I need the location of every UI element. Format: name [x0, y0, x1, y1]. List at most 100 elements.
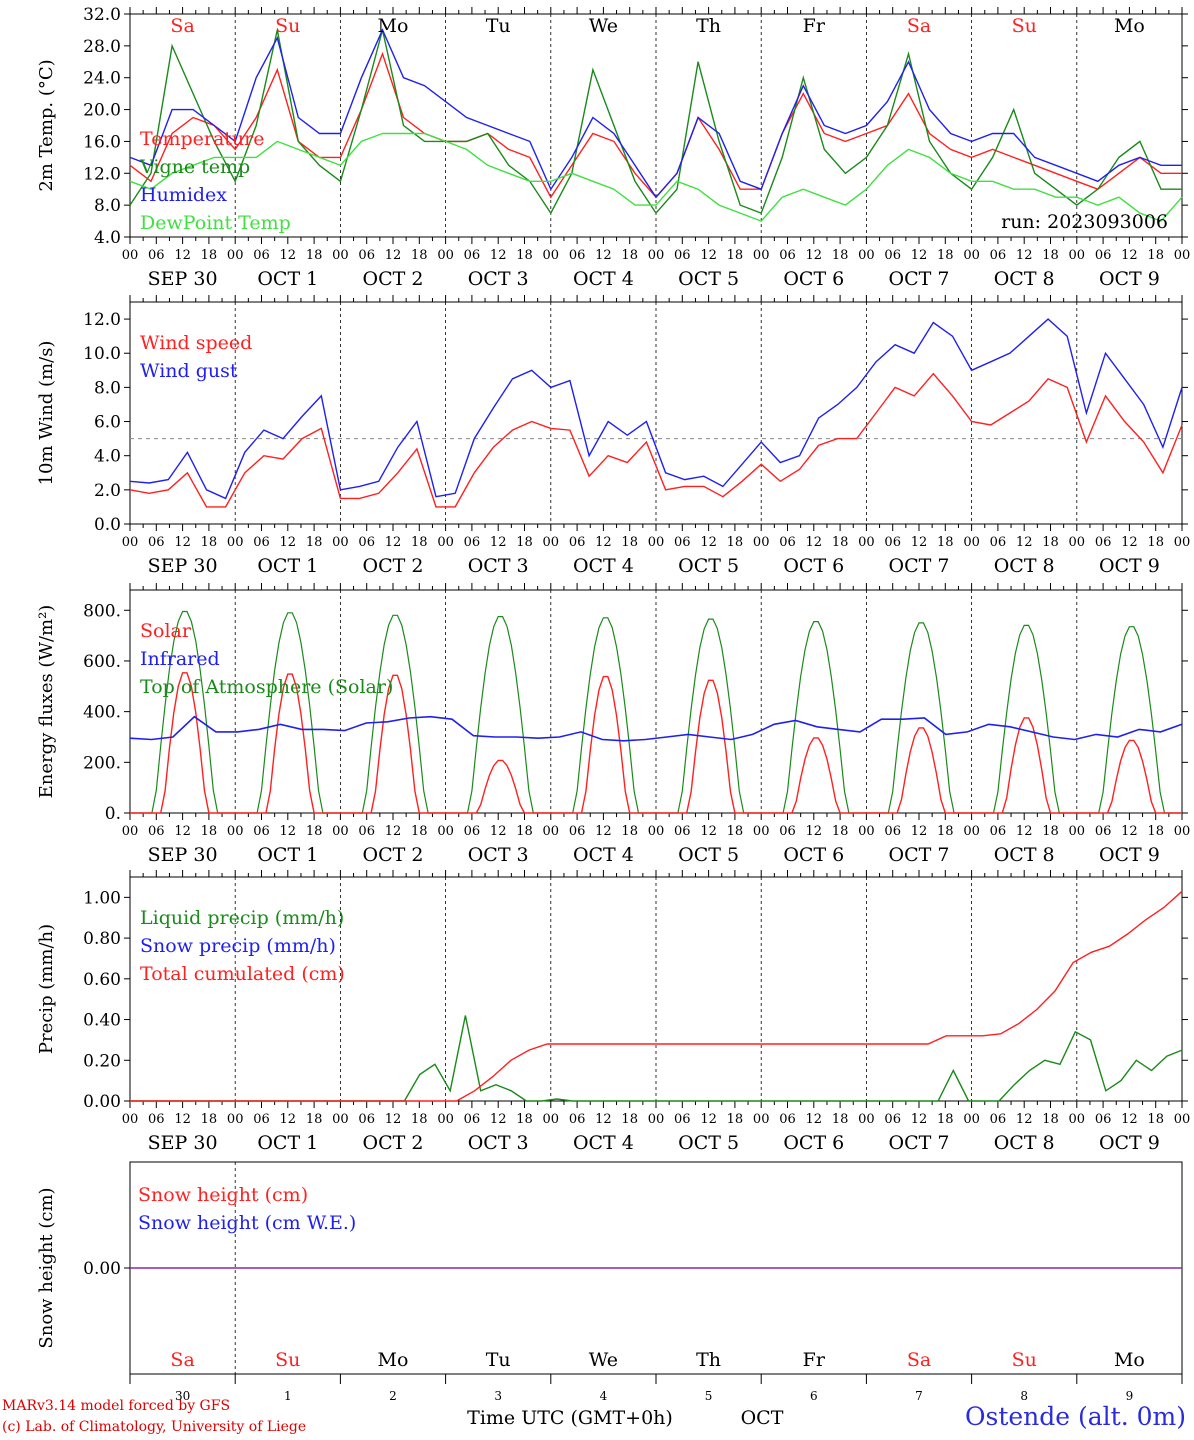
x-hour-label: 00: [543, 535, 560, 550]
x-hour-label: 12: [174, 824, 191, 839]
series-line-1: [129, 318, 1183, 500]
x-hour-label: 12: [1016, 824, 1033, 839]
x-hour-label: 12: [490, 248, 507, 263]
x-hour-label: 00: [437, 824, 454, 839]
y-tick-label: 0.40: [83, 1011, 121, 1031]
x-date-label: OCT 3: [468, 268, 529, 290]
x-date-label: OCT 4: [573, 844, 634, 866]
x-day-number: 4: [600, 1389, 608, 1403]
x-day-number: 6: [810, 1389, 818, 1403]
x-hour-label: 18: [306, 248, 323, 263]
x-hour-label: 00: [858, 824, 875, 839]
series-line-1: [129, 29, 1182, 215]
x-hour-label: 06: [990, 1112, 1007, 1127]
x-hour-label: 18: [201, 824, 218, 839]
x-hour-label: 06: [884, 1112, 901, 1127]
solar-line: [130, 672, 1182, 814]
x-hour-label: 12: [1016, 248, 1033, 263]
run-label: run: 2023093006: [1001, 211, 1168, 233]
x-hour-label: 00: [543, 1112, 560, 1127]
legend-entry: Liquid precip (mm/h): [140, 907, 344, 929]
x-date-label: OCT 4: [573, 555, 634, 577]
x-hour-label: 06: [253, 824, 270, 839]
x-day-number: 9: [1126, 1389, 1134, 1403]
x-hour-label: 06: [674, 824, 691, 839]
x-hour-label: 00: [1069, 248, 1086, 263]
plot-frame: [129, 589, 1183, 814]
x-date-label: SEP 30: [148, 555, 218, 577]
x-hour-label: 06: [569, 824, 586, 839]
x-hour-label: 12: [1016, 535, 1033, 550]
x-hour-label: 06: [358, 1112, 375, 1127]
x-hour-label: 18: [516, 824, 533, 839]
x-hour-label: 06: [569, 1112, 586, 1127]
day-name-label: Tu: [486, 1349, 511, 1371]
x-hour-label: 06: [464, 248, 481, 263]
x-date-label: OCT 9: [1099, 555, 1160, 577]
day-name-label: Tu: [486, 15, 511, 37]
x-date-label: OCT 6: [783, 1132, 844, 1154]
x-date-label: OCT 2: [363, 268, 424, 290]
x-hour-label: 06: [1095, 535, 1112, 550]
x-hour-label: 06: [253, 248, 270, 263]
x-date-label: OCT 2: [363, 1132, 424, 1154]
x-hour-label: 12: [806, 535, 823, 550]
x-hour-label: 18: [727, 824, 744, 839]
x-hour-label: 00: [1174, 824, 1191, 839]
x-hour-label: 06: [779, 535, 796, 550]
x-hour-label: 18: [516, 1112, 533, 1127]
x-date-label: OCT 4: [573, 1132, 634, 1154]
x-hour-label: 12: [595, 1112, 612, 1127]
x-hour-label: 00: [437, 1112, 454, 1127]
x-date-label: OCT 5: [678, 1132, 739, 1154]
y-tick-label: 6.0: [94, 413, 121, 433]
x-date-label: OCT 9: [1099, 268, 1160, 290]
y-tick-label: 2.0: [94, 481, 121, 501]
y-tick-label: 1.00: [83, 888, 121, 908]
x-hour-label: 18: [1147, 824, 1164, 839]
x-hour-label: 06: [1095, 824, 1112, 839]
x-hour-label: 18: [832, 248, 849, 263]
x-hour-label: 06: [148, 535, 165, 550]
x-day-number: 1: [284, 1389, 292, 1403]
x-hour-label: 12: [595, 535, 612, 550]
x-hour-label: 18: [832, 1112, 849, 1127]
x-hour-label: 06: [148, 1112, 165, 1127]
x-hour-label: 06: [779, 1112, 796, 1127]
day-name-label: Su: [275, 1349, 300, 1371]
y-tick-label: 0.80: [83, 929, 121, 949]
x-hour-label: 00: [437, 535, 454, 550]
y-tick-label: 16.0: [83, 132, 121, 152]
legend-entry: Snow height (cm): [138, 1184, 308, 1206]
x-hour-label: 06: [464, 824, 481, 839]
x-hour-label: 06: [569, 535, 586, 550]
x-date-label: SEP 30: [148, 844, 218, 866]
x-hour-label: 18: [201, 1112, 218, 1127]
x-hour-label: 00: [963, 535, 980, 550]
x-hour-label: 12: [385, 535, 402, 550]
x-hour-label: 18: [832, 535, 849, 550]
x-hour-label: 00: [332, 824, 349, 839]
x-hour-label: 18: [727, 535, 744, 550]
x-hour-label: 18: [937, 824, 954, 839]
x-date-label: OCT 2: [363, 555, 424, 577]
y-tick-label: 24.0: [83, 69, 121, 89]
x-hour-label: 18: [1042, 248, 1059, 263]
legend-entry: Total cumulated (cm): [140, 963, 345, 985]
x-hour-label: 12: [806, 1112, 823, 1127]
x-day-number: 30: [175, 1389, 190, 1403]
y-axis-label: Snow height (cm): [36, 1187, 57, 1348]
x-hour-label: 06: [884, 535, 901, 550]
x-hour-label: 00: [122, 535, 139, 550]
day-name-label: Th: [696, 1349, 721, 1371]
x-day-number: 7: [915, 1389, 923, 1403]
x-hour-label: 12: [490, 824, 507, 839]
x-hour-label: 00: [648, 1112, 665, 1127]
y-tick-label: 400.: [83, 703, 121, 723]
day-name-label: Su: [275, 15, 300, 37]
x-hour-label: 06: [569, 248, 586, 263]
x-hour-label: 18: [306, 535, 323, 550]
x-hour-label: 06: [1095, 248, 1112, 263]
x-hour-label: 18: [516, 535, 533, 550]
x-hour-label: 12: [1121, 824, 1138, 839]
